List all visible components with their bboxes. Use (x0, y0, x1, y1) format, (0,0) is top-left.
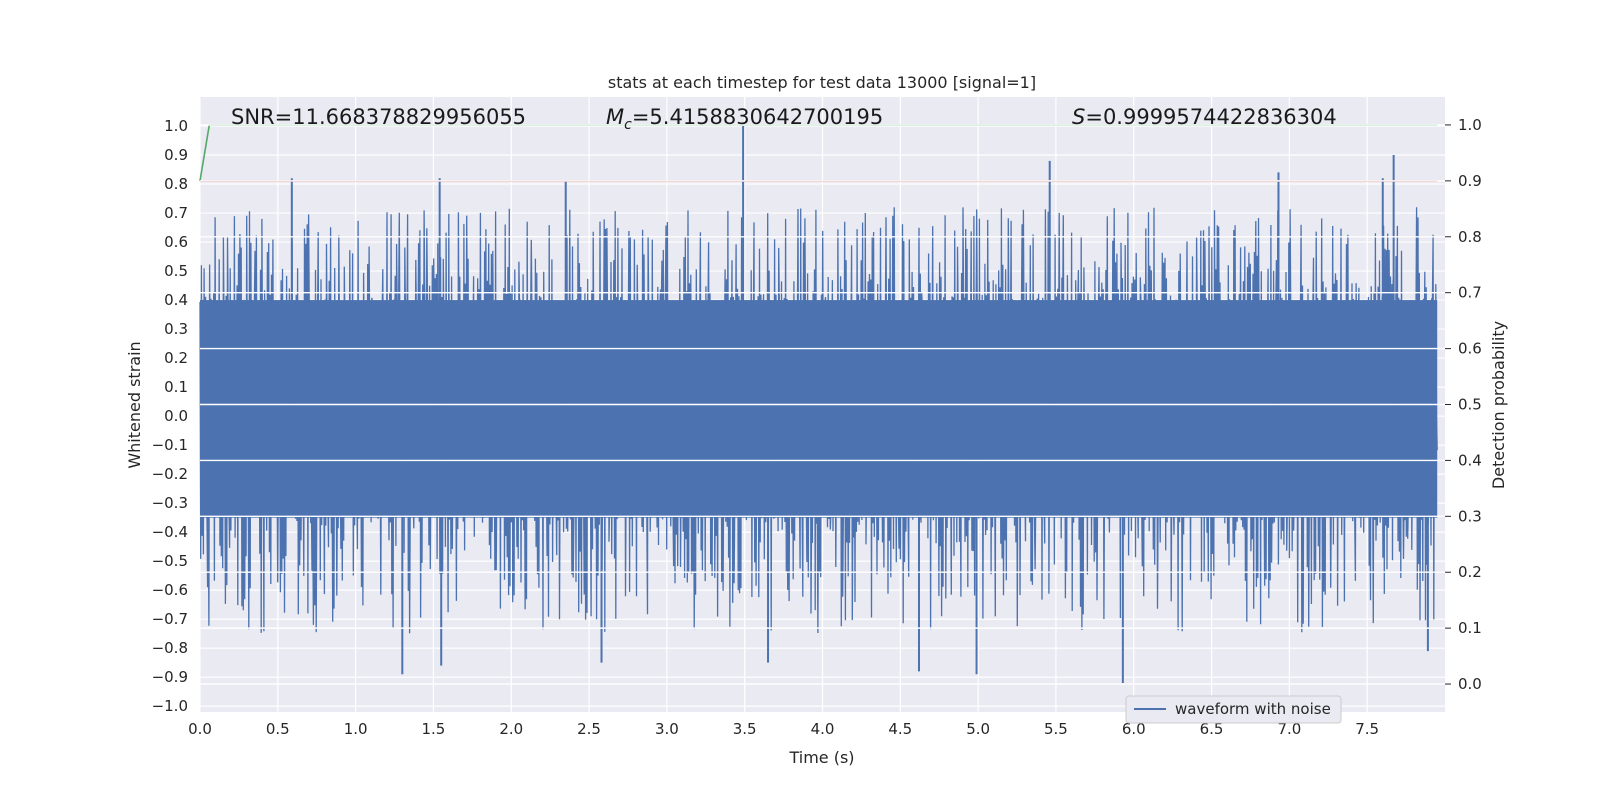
y2-tick-label: 0.0 (1458, 675, 1482, 693)
y-tick-label: 0.7 (164, 204, 188, 222)
x-tick-label: 2.5 (577, 720, 601, 738)
x-tick-label: 1.5 (422, 720, 446, 738)
y2-axis-label: Detection probability (1489, 321, 1508, 489)
chirp-mass-subscript: c (624, 117, 632, 133)
y-tick-label: 0.6 (164, 233, 188, 251)
x-tick-label: 4.5 (888, 720, 912, 738)
y2-tick-label: 0.8 (1458, 228, 1482, 246)
chirp-mass-annotation: Mc=5.4158830642700195 (606, 105, 883, 133)
waveform-core-band (200, 300, 1438, 518)
waveform-series (199, 126, 1438, 683)
y-tick-label: −0.8 (152, 639, 188, 657)
x-tick-label: 0.5 (266, 720, 290, 738)
tick-labels: 0.0 0.5 1.0 1.5 2.0 2.5 3.0 3.5 4.0 4.5 5.0 5.5 6.0 6… (152, 116, 1482, 738)
x-tick-label: 5.0 (966, 720, 990, 738)
y2-tick-label: 0.7 (1458, 284, 1482, 302)
x-tick-label: 5.5 (1044, 720, 1068, 738)
y-tick-label: 0.3 (164, 320, 188, 338)
y2-tick-label: 1.0 (1458, 116, 1482, 134)
y-tick-label: −0.7 (152, 610, 188, 628)
x-tick-label: 7.5 (1355, 720, 1379, 738)
y2-tick-label: 0.2 (1458, 563, 1482, 581)
chirp-mass-value: =5.4158830642700195 (632, 105, 883, 129)
y-tick-label: −0.3 (152, 494, 188, 512)
y-tick-label: 0.1 (164, 378, 188, 396)
score-symbol: S (1072, 105, 1085, 129)
y-tick-label: 0.9 (164, 146, 188, 164)
legend: waveform with noise (1125, 695, 1342, 724)
y-tick-label: 0.4 (164, 291, 188, 309)
y-tick-label: 0.8 (164, 175, 188, 193)
y-tick-label: −0.9 (152, 668, 188, 686)
chirp-mass-symbol: M (606, 105, 624, 129)
y-tick-label: −0.4 (152, 523, 188, 541)
x-tick-label: 7.0 (1277, 720, 1301, 738)
y-axis-label: Whitened strain (125, 341, 144, 468)
y2-tick-label: 0.5 (1458, 396, 1482, 414)
x-tick-label: 3.0 (655, 720, 679, 738)
x-tick-label: 1.0 (344, 720, 368, 738)
right-axis-grid (200, 124, 1445, 685)
x-axis-label: Time (s) (788, 748, 854, 767)
score-annotation: S=0.9999574422836304 (1072, 105, 1337, 129)
x-tick-label: 4.0 (811, 720, 835, 738)
score-value: =0.9999574422836304 (1085, 105, 1336, 129)
y-tick-label: 0.5 (164, 262, 188, 280)
legend-box (1125, 695, 1342, 724)
y2-tick-label: 0.3 (1458, 507, 1482, 525)
y2-tick-label: 0.4 (1458, 451, 1482, 469)
x-tick-label: 6.5 (1200, 720, 1224, 738)
y-tick-label: −1.0 (152, 697, 188, 715)
x-tick-label: 3.5 (733, 720, 757, 738)
y2-tick-label: 0.1 (1458, 619, 1482, 637)
x-tick-label: 0.0 (188, 720, 212, 738)
y-tick-label: 0.2 (164, 349, 188, 367)
y-tick-label: 1.0 (164, 117, 188, 135)
snr-annotation: SNR=11.668378829956055 (231, 105, 526, 129)
x-tick-label: 6.0 (1122, 720, 1146, 738)
y-tick-label: −0.6 (152, 581, 188, 599)
y2-tick-label: 0.9 (1458, 172, 1482, 190)
legend-label: waveform with noise (1175, 700, 1331, 718)
y-tick-label: −0.2 (152, 465, 188, 483)
chart-title: stats at each timestep for test data 130… (608, 73, 1036, 92)
y-tick-label: −0.1 (152, 436, 188, 454)
y-tick-label: 0.0 (164, 407, 188, 425)
x-tick-label: 2.0 (499, 720, 523, 738)
y2-tick-label: 0.6 (1458, 340, 1482, 358)
y-tick-label: −0.5 (152, 552, 188, 570)
